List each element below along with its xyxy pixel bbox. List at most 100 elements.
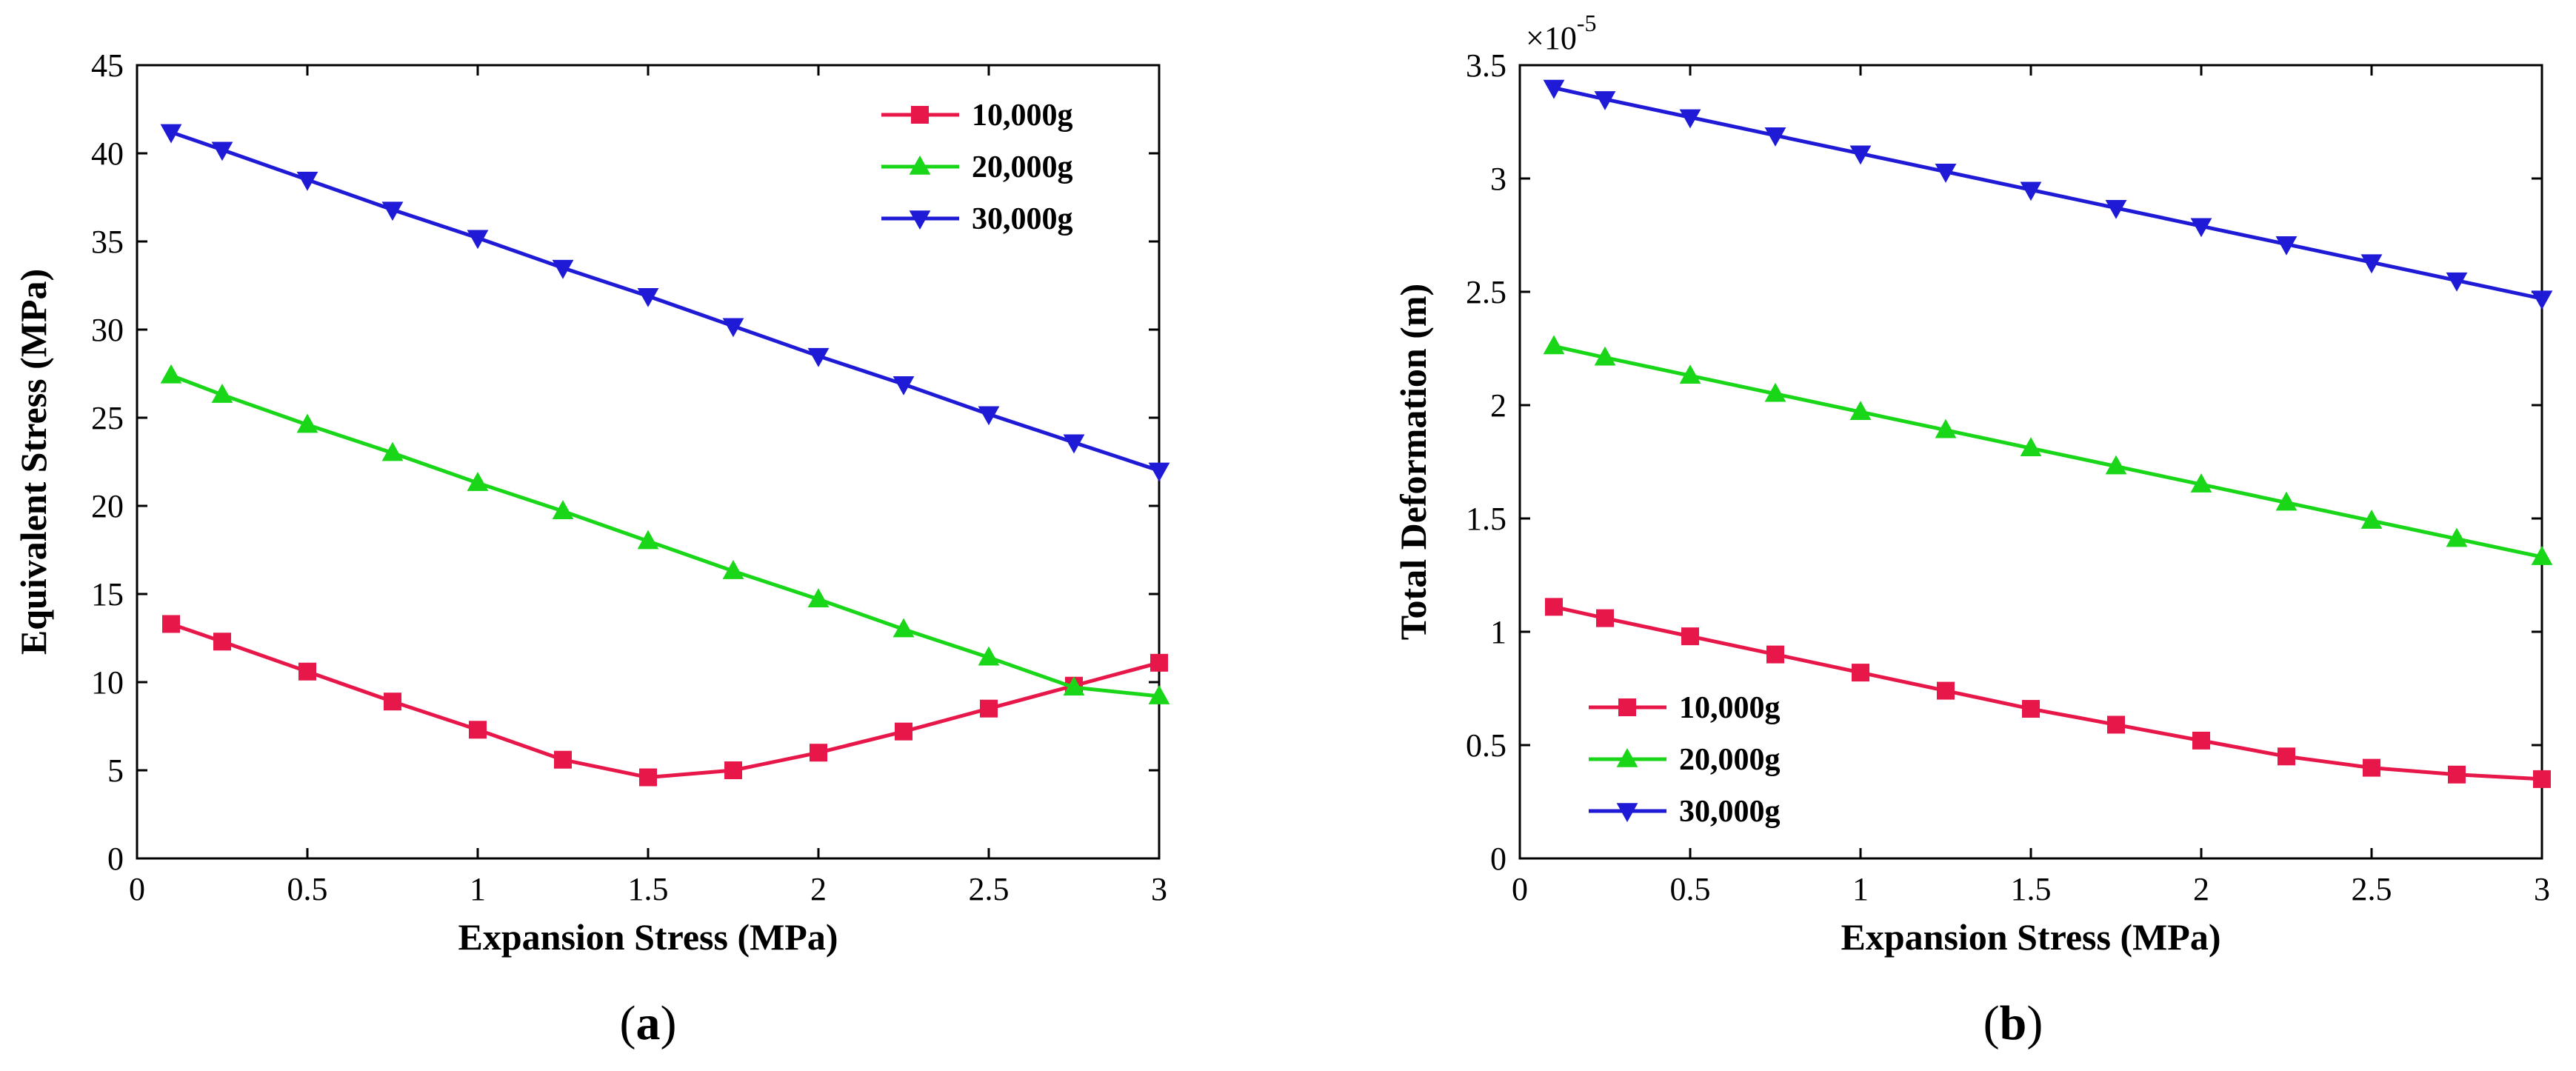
chart-b-legend-marker-3 (1616, 803, 1638, 822)
chart-b-legend-label-1: 10,000g (1679, 691, 1781, 725)
chart-b-data-point-s2 (1543, 335, 1565, 355)
chart-b-data-point-s2 (1679, 364, 1701, 384)
chart-b-ytick-label: 3 (1490, 161, 1506, 197)
chart-b-data-point-s3 (2190, 218, 2212, 238)
chart-b-xtick-label: 3 (2534, 871, 2550, 907)
chart-b-data-point-s1 (1545, 598, 1563, 616)
chart-b-legend-marker-1 (1618, 698, 1636, 716)
chart-b-series-line-2 (1553, 344, 2543, 559)
chart-b-legend-label-2: 20,000g (1679, 743, 1781, 777)
chart-b-data-point-s3 (2105, 199, 2127, 219)
chart-b-data-point-s3 (1764, 127, 1786, 147)
chart-a-xtick-label: 0.5 (287, 871, 328, 907)
chart-a-data-point-s1 (724, 761, 742, 779)
chart-b-data-point-s2 (1935, 418, 1957, 438)
chart-a-x-axis-label: Expansion Stress (MPa) (458, 916, 838, 958)
chart-b-xtick-label: 2.5 (2352, 871, 2392, 907)
chart-a-legend-label-2: 20,000g (972, 150, 1073, 184)
chart-b-xtick-label: 0.5 (1670, 871, 1711, 907)
chart-b-data-point-s1 (1937, 681, 1955, 700)
chart-b-data-point-s3 (2020, 181, 2042, 201)
chart-a-series-line-1 (170, 622, 1160, 780)
chart-a-xtick-label: 3 (1151, 871, 1167, 907)
chart-a-legend-marker-2 (909, 156, 931, 175)
chart-a-data-point-s3 (807, 347, 830, 367)
chart-a-data-point-s2 (467, 472, 489, 491)
chart-a-data-point-s3 (1148, 462, 1170, 482)
chart-a-data-point-s3 (467, 230, 489, 250)
chart-b-x-axis-label: Expansion Stress (MPa) (1841, 916, 2220, 958)
chart-b-ytick-label: 1.5 (1466, 501, 1506, 537)
chart-b-data-point-s3 (1849, 145, 1872, 165)
chart-b-data-point-s1 (2107, 715, 2125, 734)
chart-b-xtick-label: 1.5 (2011, 871, 2052, 907)
chart-b-data-point-s2 (2105, 455, 2127, 475)
chart-a-data-point-s2 (296, 413, 318, 433)
chart-a-ytick-label: 15 (91, 576, 124, 613)
chart-a-legend-label-3: 30,000g (972, 202, 1073, 236)
chart-b-legend-label-3: 30,000g (1679, 795, 1781, 829)
chart-b-data-point-s3 (1594, 91, 1616, 110)
chart-a-ytick-label: 45 (91, 47, 124, 84)
chart-a-ytick-label: 10 (91, 664, 124, 701)
chart-a-data-point-s3 (892, 376, 915, 396)
chart-a-data-point-s2 (807, 588, 830, 607)
chart-a-data-point-s2 (381, 441, 404, 461)
chart-b-data-point-s2 (2360, 510, 2383, 529)
chart-a-xtick-label: 2 (810, 871, 827, 907)
chart-a-ytick-label: 5 (107, 753, 124, 789)
chart-a-data-point-s3 (1063, 434, 1085, 454)
chart-a-series-line-2 (170, 373, 1160, 698)
chart-b-xtick-label: 0 (1512, 871, 1528, 907)
chart-b-data-point-s2 (2020, 437, 2042, 456)
panel-b-total-deformation-chart: 0 0.5 1 1.5 2 2.5 3 0 0.5 1 1.5 2 2.5 3 3.5 Expansion S… (1392, 10, 2553, 1050)
chart-a-data-point-s2 (978, 646, 1000, 666)
chart-b-data-point-s2 (1849, 401, 1872, 420)
chart-b-xtick-label: 1 (1852, 871, 1869, 907)
chart-a-ytick-label: 40 (91, 136, 124, 172)
chart-b-data-point-s2 (2190, 473, 2212, 493)
chart-a-data-point-s1 (162, 615, 180, 633)
chart-a-legend-marker-1 (911, 106, 929, 124)
chart-b-data-point-s3 (1935, 164, 1957, 183)
chart-b-ytick-label: 2.5 (1466, 274, 1506, 310)
chart-a-data-point-s2 (637, 530, 659, 550)
chart-a-data-point-s3 (722, 318, 744, 338)
chart-a-data-point-s1 (298, 662, 316, 681)
chart-a-legend-label-1: 10,000g (972, 99, 1073, 133)
chart-b-data-point-s3 (2531, 290, 2553, 310)
chart-a-ytick-label: 20 (91, 488, 124, 524)
chart-b-data-point-s3 (2360, 254, 2383, 274)
chart-b-data-point-s3 (1543, 79, 1565, 99)
chart-b-y-scale-factor: ×10-5 (1526, 10, 1596, 56)
chart-a-xtick-label: 1 (470, 871, 486, 907)
chart-a-legend-marker-3 (909, 210, 931, 230)
chart-b-series-line-3 (1553, 86, 2543, 301)
chart-a-data-point-s1 (213, 633, 231, 651)
chart-b-data-point-s1 (2533, 770, 2551, 788)
chart-a-data-point-s2 (892, 618, 915, 638)
chart-b-panel-caption: (b) (1983, 996, 2043, 1050)
chart-b-data-point-s2 (1764, 382, 1786, 402)
chart-a-data-point-s3 (296, 171, 318, 191)
chart-b-data-point-s1 (2278, 747, 2295, 766)
chart-a-data-point-s2 (722, 560, 744, 579)
chart-b-data-point-s1 (2448, 765, 2466, 784)
chart-b-data-point-s2 (2531, 546, 2553, 565)
chart-b-data-point-s2 (2446, 527, 2468, 547)
chart-b-data-point-s1 (1681, 627, 1699, 646)
chart-a-ytick-label: 25 (91, 400, 124, 436)
chart-b-data-point-s1 (1852, 664, 1869, 682)
chart-b-data-point-s3 (2446, 272, 2468, 292)
chart-a-data-point-s3 (381, 201, 404, 221)
chart-a-data-point-s2 (160, 364, 182, 384)
chart-a-y-axis-label: Equivalent Stress (MPa) (13, 269, 54, 655)
chart-b-data-point-s3 (1679, 109, 1701, 129)
chart-b-data-point-s2 (1594, 346, 1616, 366)
chart-b-data-point-s1 (2363, 758, 2380, 777)
chart-a-data-point-s3 (978, 406, 1000, 426)
chart-a-xtick-label: 1.5 (628, 871, 669, 907)
chart-a-data-point-s1 (554, 750, 572, 769)
chart-b-xtick-label: 2 (2193, 871, 2209, 907)
